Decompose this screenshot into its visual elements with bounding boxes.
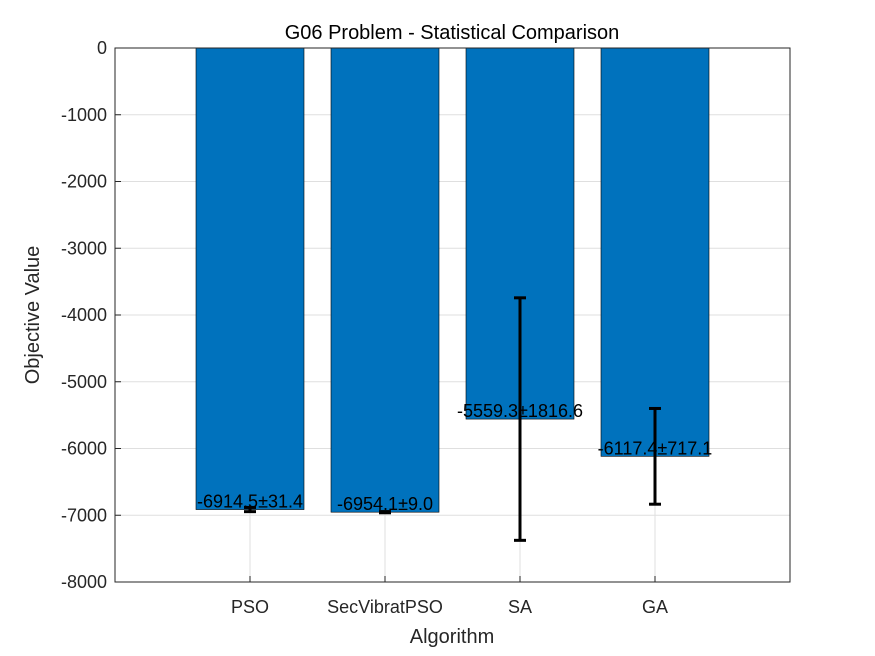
x-tick-label: SA	[508, 597, 532, 617]
bar	[330, 47, 440, 513]
y-tick-label: -4000	[61, 305, 107, 325]
bar	[195, 47, 305, 510]
y-axis-label: Objective Value	[22, 246, 44, 385]
y-tick-label: 0	[97, 38, 107, 58]
x-axis-label: Algorithm	[410, 626, 494, 648]
y-tick-label: -7000	[61, 505, 107, 525]
y-axis-ticks: 0 -1000 -2000 -3000 -4000 -5000 -6000 -7000 -800…	[61, 38, 121, 592]
bar	[600, 47, 710, 457]
y-tick-label: -5000	[61, 372, 107, 392]
y-tick-label: -1000	[61, 105, 107, 125]
x-tick-label: SecVibratPSO	[327, 597, 443, 617]
data-label: -6914.5±31.4	[197, 492, 303, 512]
x-tick-label: PSO	[231, 597, 269, 617]
chart-title: G06 Problem - Statistical Comparison	[285, 22, 620, 44]
x-axis-ticks: PSO SecVibratPSO SA GA	[231, 576, 668, 617]
y-tick-label: -2000	[61, 172, 107, 192]
y-tick-label: -6000	[61, 439, 107, 459]
error-bars	[244, 296, 661, 542]
data-label: -5559.3±1816.6	[457, 401, 583, 421]
data-label: -6117.4±717.1	[598, 438, 713, 458]
y-tick-label: -3000	[61, 238, 107, 258]
data-labels: -6914.5±31.4 -6954.1±9.0 -5559.3±1816.6 -61…	[197, 401, 712, 514]
y-tick-label: -8000	[61, 572, 107, 592]
data-label: -6954.1±9.0	[337, 494, 433, 514]
x-tick-label: GA	[642, 597, 668, 617]
